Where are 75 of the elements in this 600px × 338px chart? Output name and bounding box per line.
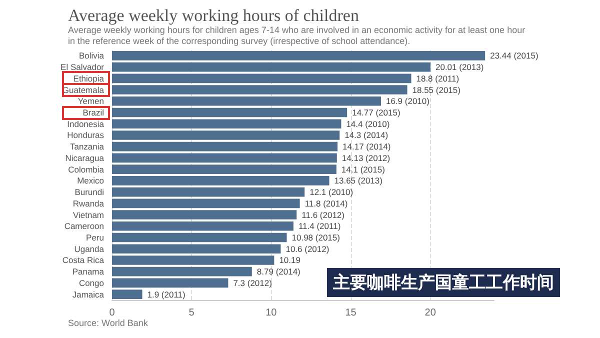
- y-tick-label: Costa Rica: [62, 255, 104, 266]
- bar: [112, 290, 142, 299]
- bar: [112, 232, 287, 242]
- y-tick-label: Guatemala: [62, 84, 104, 95]
- data-label: 11.8 (2014): [304, 198, 348, 208]
- y-tick-label: Rwanda: [72, 198, 104, 208]
- data-label: 14.17 (2014): [342, 142, 391, 152]
- data-label: 10.98 (2015): [292, 232, 340, 242]
- bar: [112, 85, 408, 94]
- y-tick-label: Mexico: [77, 176, 104, 186]
- bar: [112, 278, 228, 288]
- data-label: 11.6 (2012): [302, 210, 345, 220]
- bar: [112, 108, 348, 118]
- data-label: 18.8 (2011): [416, 73, 460, 84]
- bar: [112, 187, 305, 197]
- data-label: 23.44 (2015): [490, 50, 538, 61]
- data-label: 20.01 (2013): [435, 62, 484, 72]
- y-tick-label: Brazil: [82, 108, 104, 118]
- x-tick-label: 0: [109, 308, 116, 318]
- y-tick-label: Ethiopia: [73, 73, 104, 84]
- y-tick-label: Colombia: [68, 164, 104, 174]
- bar: [112, 130, 340, 140]
- data-label: 10.19: [279, 255, 301, 266]
- data-label: 7.3 (2012): [233, 278, 272, 288]
- data-label: 14.1 (2015): [341, 164, 386, 174]
- chart-subtitle: Average weekly working hours for children ages 7-14 who are involved in an economic activity for at least one hour in the reference week of the corresponding survey (irrespective of school attendance).: [68, 25, 526, 47]
- y-tick-label: Congo: [78, 278, 104, 288]
- source-note: Source: World Bank: [68, 318, 148, 328]
- x-tick-label: 10: [266, 308, 278, 318]
- bar: [112, 256, 274, 265]
- y-tick-label: Peru: [86, 232, 104, 242]
- y-tick-label: Burundi: [74, 187, 104, 198]
- data-label: 11.4 (2011): [298, 221, 341, 232]
- bar: [112, 244, 281, 254]
- bar: [112, 96, 381, 106]
- data-label: 8.79 (2014): [256, 266, 301, 277]
- y-tick-label: Indonesia: [67, 118, 104, 129]
- y-tick-label: Honduras: [67, 130, 104, 140]
- data-label: 14.13 (2012): [342, 152, 390, 163]
- data-label: 14.4 (2010): [346, 118, 390, 129]
- y-tick-label: El Salvador: [60, 62, 104, 72]
- data-label: 10.6 (2012): [286, 244, 330, 254]
- bar: [112, 142, 338, 152]
- data-label: 14.3 (2014): [344, 130, 388, 140]
- y-tick-label: Bolivia: [78, 50, 104, 61]
- annotation: 主要咖啡生产国童工工作时间: [327, 268, 560, 297]
- data-label: 12.1 (2010): [310, 187, 354, 198]
- x-tick-label: 15: [345, 308, 357, 318]
- bar: [112, 62, 430, 72]
- y-tick-label: Uganda: [74, 244, 104, 254]
- bar: [112, 51, 486, 60]
- data-label: 14.77 (2015): [352, 108, 400, 118]
- data-label: 1.9 (2011): [147, 289, 186, 300]
- y-tick-label: Panama: [72, 266, 104, 277]
- y-tick-label: Yemen: [78, 96, 104, 106]
- y-tick-label: Cameroon: [64, 221, 104, 232]
- bar: [112, 198, 300, 208]
- data-label: 18.55 (2015): [412, 84, 461, 95]
- bar: [112, 266, 252, 276]
- y-tick-label: Jamaica: [72, 289, 104, 300]
- bar: [112, 153, 337, 163]
- y-tick-label: Nicaragua: [65, 152, 104, 163]
- x-tick-label: 5: [188, 308, 195, 318]
- bar: [112, 74, 412, 84]
- bar: [112, 119, 342, 129]
- y-tick-label: Vietnam: [72, 210, 104, 220]
- bar: [112, 210, 297, 220]
- chart-title: Average weekly working hours of children: [68, 6, 359, 26]
- x-tick-label: 20: [424, 308, 436, 318]
- bar: [112, 164, 336, 174]
- y-tick-label: Tanzania: [70, 142, 104, 152]
- data-label: 13.65 (2013): [334, 176, 383, 186]
- bar: [112, 176, 330, 186]
- bar: [112, 221, 294, 231]
- data-label: 16.9 (2010): [386, 96, 430, 106]
